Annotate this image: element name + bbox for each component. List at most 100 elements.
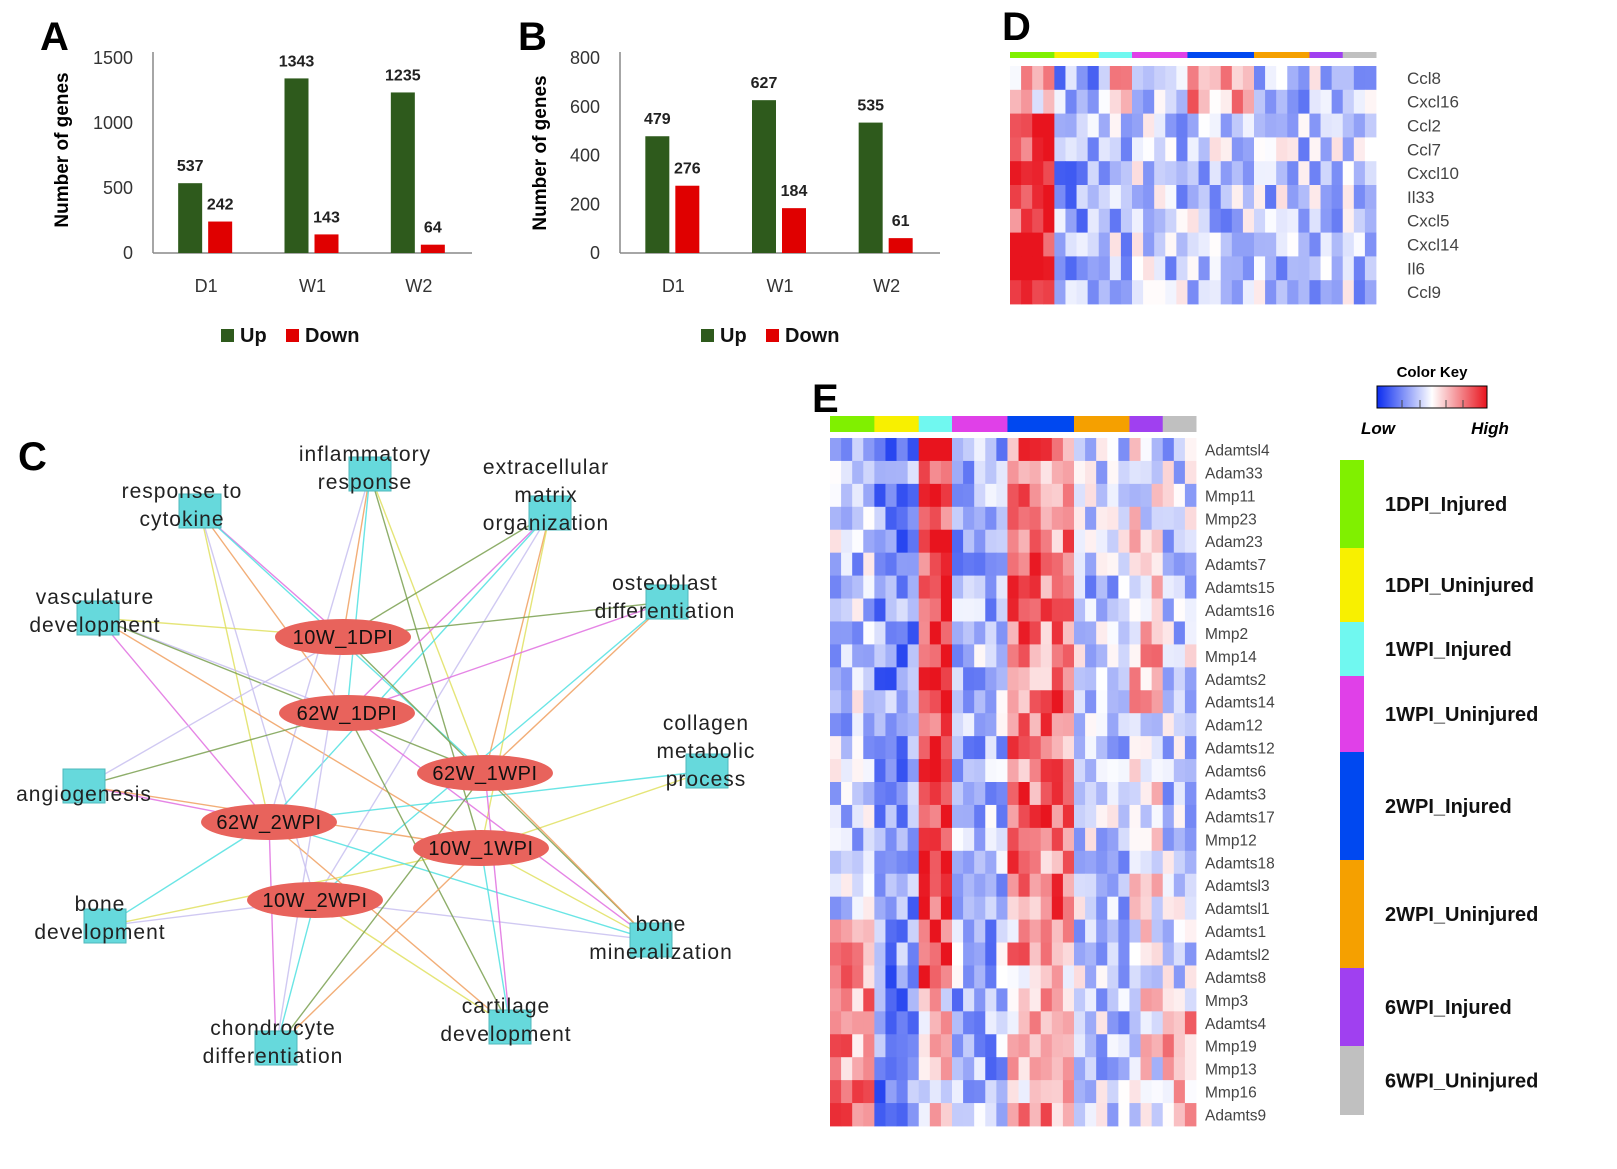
d-cell	[1021, 208, 1033, 233]
d-cell	[1132, 113, 1144, 138]
e-cell	[929, 552, 942, 576]
e-cell	[841, 965, 853, 989]
e-cell	[974, 804, 986, 829]
e-cell	[1029, 942, 1042, 966]
e-cell	[1074, 782, 1086, 806]
e-cell	[874, 713, 886, 737]
e-cell	[918, 552, 931, 576]
e-cell	[852, 850, 864, 875]
e-row-label: Adamtsl1	[1205, 901, 1270, 918]
e-cell	[863, 713, 875, 737]
d-cell	[1198, 66, 1211, 91]
term-label-ecm: matrix	[514, 484, 577, 507]
e-cell	[918, 598, 931, 622]
e-cell	[1184, 644, 1197, 668]
d-cell	[1165, 113, 1177, 138]
e-cell	[1029, 827, 1042, 852]
d-cell	[1010, 256, 1022, 281]
d-cell	[1320, 113, 1333, 138]
d-cell	[1143, 113, 1155, 138]
e-cell	[896, 850, 909, 875]
e-cell	[841, 667, 853, 691]
e-cell	[830, 736, 842, 760]
e-cell	[1184, 438, 1197, 462]
d-cell	[1187, 161, 1199, 186]
e-cell	[940, 460, 953, 485]
e-cell	[974, 759, 986, 783]
e-cell	[996, 690, 1008, 714]
e-cell	[874, 506, 886, 531]
term-node-inflammatory	[348, 456, 392, 492]
e-cell	[874, 873, 886, 898]
e-cell	[1040, 460, 1053, 485]
e-cell	[1107, 988, 1119, 1012]
e-cell	[974, 1034, 986, 1058]
d-cell	[1187, 280, 1199, 305]
d-cell	[1276, 208, 1288, 233]
group-legend-swatch	[1340, 752, 1364, 860]
e-cell	[1118, 919, 1130, 943]
d-cell	[1320, 161, 1333, 186]
b-data-label: 627	[751, 75, 778, 92]
e-cell	[1029, 644, 1042, 668]
e-cell	[1074, 575, 1086, 599]
a-data-label: 143	[313, 209, 340, 226]
e-cell	[1151, 552, 1164, 576]
e-cell	[1062, 644, 1075, 668]
e-cell	[885, 506, 897, 531]
b-y-tick-label: 200	[570, 194, 600, 214]
network-edge	[97, 617, 270, 823]
e-cell	[863, 644, 875, 668]
d-cell	[1120, 137, 1133, 162]
a-bar-up	[178, 183, 203, 253]
d-cell	[1320, 208, 1333, 233]
e-cell	[1129, 1011, 1141, 1035]
d-cell	[1309, 113, 1321, 138]
d-cell	[1154, 232, 1166, 257]
d-cell	[1132, 232, 1144, 257]
e-cell	[996, 759, 1008, 783]
d-cell	[1309, 185, 1321, 210]
e-cell	[1129, 942, 1141, 966]
e-cell	[1173, 575, 1186, 599]
e-cell	[852, 988, 864, 1012]
group-legend-label: 1DPI_Injured	[1385, 494, 1507, 516]
term-label-collagen: process	[666, 768, 747, 791]
e-row-label: Adamts14	[1205, 695, 1275, 712]
e-cell	[896, 667, 909, 691]
e-cell	[1151, 575, 1164, 599]
e-cell	[1184, 759, 1197, 783]
d-cell	[1220, 185, 1233, 210]
e-cell	[1129, 988, 1141, 1012]
e-cell	[1029, 667, 1042, 691]
e-cell	[863, 873, 875, 898]
e-cell	[885, 483, 897, 508]
e-cell	[863, 690, 875, 714]
e-cell	[929, 873, 942, 898]
e-cell	[830, 644, 842, 668]
e-cell	[952, 1080, 964, 1104]
d-cell	[1242, 137, 1255, 162]
e-cell	[874, 782, 886, 806]
e-cell	[1062, 667, 1075, 691]
e-cell	[918, 988, 931, 1012]
e-cell	[1173, 736, 1186, 760]
e-cell	[907, 804, 920, 829]
d-cell	[1176, 161, 1188, 186]
e-cell	[929, 759, 942, 783]
e-cell	[1118, 896, 1130, 920]
d-cell	[1242, 256, 1255, 281]
e-cell	[1062, 827, 1075, 852]
e-cell	[1029, 988, 1042, 1012]
y-axis-label-b: Number of genes	[530, 75, 551, 230]
d-cell	[1342, 232, 1355, 257]
e-cell	[1140, 1034, 1153, 1058]
e-cell	[1018, 483, 1031, 508]
e-cell	[1018, 804, 1031, 829]
e-cell	[852, 873, 864, 898]
d-cell	[1254, 66, 1266, 91]
e-cell	[1029, 460, 1042, 485]
e-cell	[1074, 621, 1086, 645]
e-cell	[1129, 667, 1141, 691]
e-cell	[963, 460, 975, 485]
